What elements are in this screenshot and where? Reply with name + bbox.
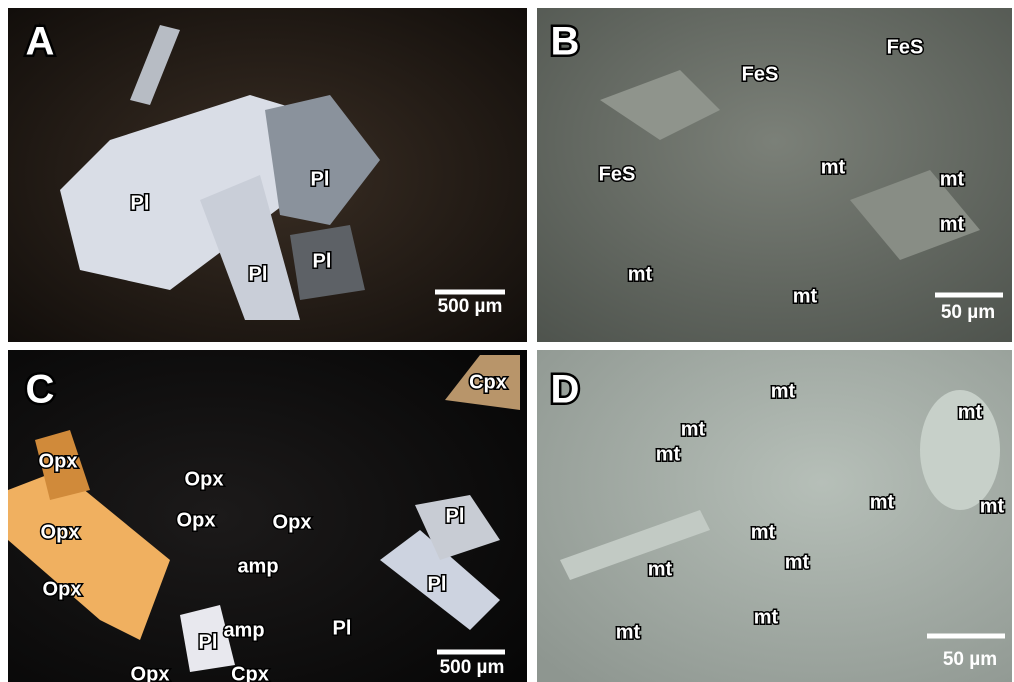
mineral-label: FeS <box>742 63 779 85</box>
mineral-label: FeS <box>887 36 924 58</box>
mineral-label: mt <box>785 551 810 573</box>
mineral-label: mt <box>771 380 796 402</box>
panel-letter: B <box>551 20 580 64</box>
mineral-label: Cpx <box>231 663 269 682</box>
mineral-label: Pl <box>311 168 330 190</box>
mineral-label: Pl <box>199 631 218 653</box>
mineral-label: Opx <box>185 468 224 490</box>
mineral-label: mt <box>940 168 965 190</box>
panel-letter: C <box>26 368 55 412</box>
mineral-label: mt <box>958 401 983 423</box>
mineral-label: FeS <box>599 163 636 185</box>
mineral-label: Pl <box>249 263 268 285</box>
mineral-label: Pl <box>446 505 465 527</box>
mineral-label: mt <box>793 285 818 307</box>
mineral-label: mt <box>751 521 776 543</box>
mineral-label: Pl <box>428 573 447 595</box>
mineral-label: mt <box>616 621 641 643</box>
mineral-label: mt <box>754 606 779 628</box>
mineral-label: mt <box>681 418 706 440</box>
scale-label: 50 µm <box>941 302 995 323</box>
mineral-label: Opx <box>131 663 170 682</box>
mineral-label: Opx <box>177 509 216 531</box>
panel-letter: D <box>551 368 580 412</box>
mineral-label: Cpx <box>469 371 507 393</box>
mineral-label: mt <box>656 443 681 465</box>
mineral-label: mt <box>648 558 673 580</box>
mineral-label: Pl <box>313 250 332 272</box>
scale-label: 50 µm <box>943 649 997 670</box>
mineral-label: amp <box>223 619 264 641</box>
mineral-label: mt <box>870 491 895 513</box>
mineral-label: mt <box>940 213 965 235</box>
figure: A500 µmPlPlPlPlB50 µmFeSFeSFeSmtmtmtmtmt… <box>0 0 1014 682</box>
mineral-label: Opx <box>43 578 82 600</box>
panel-letter: A <box>26 20 55 64</box>
mineral-label: mt <box>980 495 1005 517</box>
mineral-label: mt <box>821 156 846 178</box>
mineral-label: amp <box>237 555 278 577</box>
mineral-label: mt <box>628 263 653 285</box>
scale-label: 500 µm <box>440 657 505 678</box>
mineral-label: Opx <box>273 511 312 533</box>
scale-label: 500 µm <box>438 296 503 317</box>
mineral-label: Pl <box>131 192 150 214</box>
mineral-label: Opx <box>39 450 78 472</box>
mineral-label: Pl <box>333 617 352 639</box>
mineral-label: Opx <box>41 521 80 543</box>
